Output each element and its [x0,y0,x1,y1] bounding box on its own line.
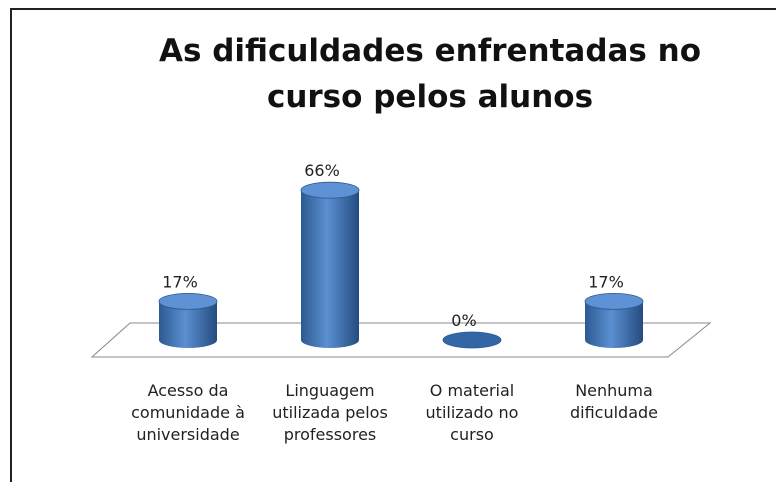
x-tick-label: O material utilizado no curso [425,381,519,444]
bar-top [442,331,502,349]
data-label: 0% [451,311,476,330]
frame [10,8,776,482]
data-label: 17% [162,272,198,291]
data-label: 66% [304,161,340,180]
bar-body [301,190,359,348]
x-tick-label: Acesso da comunidade à universidade [131,381,245,444]
bar [584,293,644,348]
bar-body [585,301,643,348]
chart-title: As dificuldades enfrentadas no curso pel… [158,33,702,115]
bar-top [584,293,644,310]
bar-body [159,301,217,348]
data-label: 17% [588,272,624,291]
bar [158,293,218,348]
x-tick-label: Nenhuma dificuldade [569,381,659,422]
bar-top [158,293,218,310]
bar [300,181,360,348]
x-tick-label: Linguagem utilizada pelos professores [272,381,388,444]
floor [90,322,712,358]
bar-top [300,181,360,199]
bar [442,331,502,349]
